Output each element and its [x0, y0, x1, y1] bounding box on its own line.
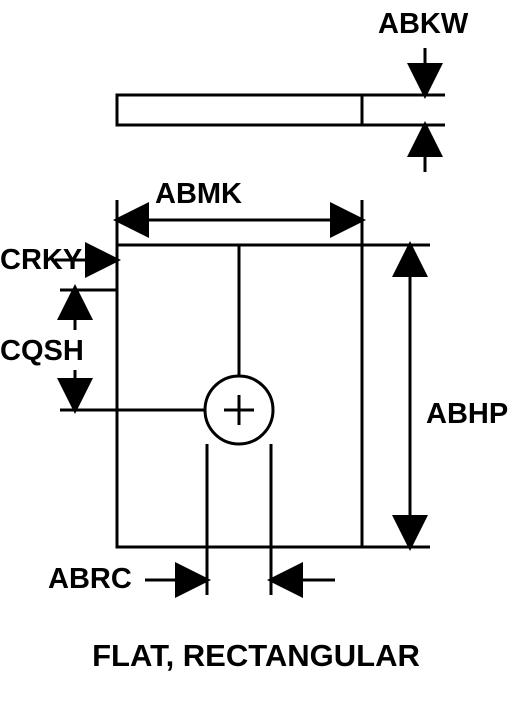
label-abmk: ABMK: [155, 178, 242, 211]
label-abrc: ABRC: [48, 563, 132, 596]
top-rect: [117, 95, 362, 125]
label-abkw: ABKW: [378, 8, 468, 41]
label-cqsh: CQSH: [0, 335, 84, 368]
label-crky: CRKY: [0, 244, 82, 277]
diagram-container: ABKW ABMK CRKY CQSH ABHP ABRC FLAT, RECT…: [0, 0, 512, 702]
diagram-title: FLAT, RECTANGULAR: [0, 638, 512, 674]
label-abhp: ABHP: [426, 398, 508, 431]
